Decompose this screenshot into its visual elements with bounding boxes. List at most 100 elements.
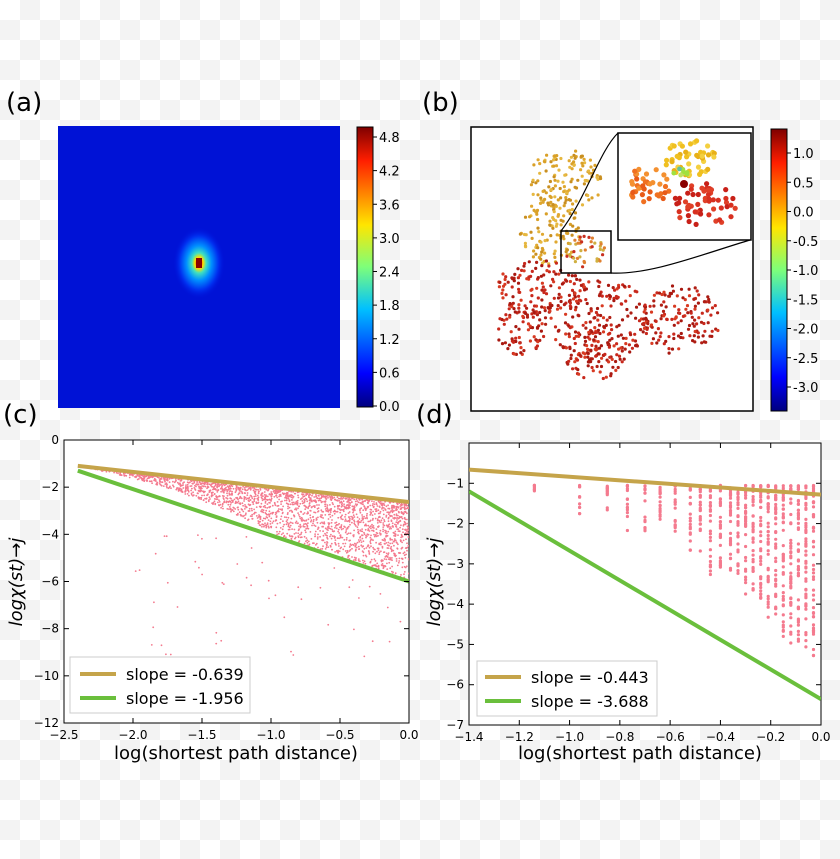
- scatter-point: [688, 522, 692, 527]
- scatter-point: [330, 533, 332, 536]
- scatter-point: [284, 499, 286, 502]
- network-node: [696, 331, 700, 335]
- scatter-point: [299, 526, 302, 529]
- scatter-point: [658, 503, 662, 507]
- scatter-point: [324, 532, 326, 535]
- inset-node: [715, 197, 721, 203]
- scatter-point: [372, 550, 374, 553]
- scatter-point: [774, 517, 778, 521]
- colorbar-a-tick-label: 1.8: [379, 299, 400, 314]
- colorbar-b-tick-label: -0.5: [793, 235, 818, 250]
- scatter-point: [180, 484, 183, 487]
- scatter-point: [354, 500, 357, 503]
- scatter-point: [387, 553, 389, 556]
- scatter-point: [170, 487, 172, 490]
- scatter-point: [751, 567, 755, 571]
- scatter-point: [158, 479, 161, 481]
- inset-node: [646, 196, 652, 202]
- scatter-point: [811, 505, 816, 509]
- scatter-point: [391, 542, 394, 545]
- scatter-point: [385, 542, 388, 544]
- scatter-point: [290, 537, 293, 540]
- scatter-point: [811, 529, 816, 533]
- scatter-point: [198, 496, 201, 499]
- scatter-point: [207, 499, 210, 502]
- scatter-point: [766, 537, 770, 541]
- network-node: [596, 193, 600, 197]
- network-node: [616, 365, 620, 370]
- scatter-point: [364, 517, 367, 520]
- scatter-point: [165, 653, 167, 656]
- scatter-point: [766, 605, 770, 609]
- network-node: [593, 335, 598, 339]
- network-node: [528, 324, 532, 328]
- scatter-point: [259, 515, 262, 518]
- network-node: [609, 304, 613, 308]
- network-node: [567, 335, 572, 339]
- scatter-point: [241, 491, 243, 493]
- scatter-point: [340, 498, 343, 500]
- network-node: [498, 280, 502, 284]
- colorbar-a-tick-label: 3.6: [379, 198, 400, 213]
- scatter-point: [718, 526, 723, 530]
- scatter-point: [759, 585, 763, 590]
- scatter-point: [289, 494, 292, 497]
- scatter-point: [339, 509, 342, 511]
- scatter-point: [673, 491, 677, 495]
- network-node: [623, 347, 627, 351]
- network-node: [507, 343, 511, 347]
- scatter-point: [202, 490, 204, 493]
- network-node: [629, 333, 633, 337]
- scatter-point: [248, 487, 251, 489]
- scatter-point: [262, 509, 265, 512]
- scatter-point: [330, 498, 333, 500]
- scatter-point: [276, 505, 279, 507]
- scatter-point: [274, 504, 277, 507]
- scatter-point: [365, 524, 368, 527]
- network-node: [548, 306, 552, 310]
- scatter-point: [329, 509, 332, 512]
- network-node: [522, 264, 526, 268]
- scatter-point: [290, 490, 293, 493]
- colorbar-b-tick-label: 0.5: [793, 176, 814, 191]
- scatter-point: [658, 506, 662, 511]
- inset-node: [695, 153, 701, 160]
- scatter-point: [192, 495, 194, 497]
- network-node: [582, 182, 587, 186]
- y-tick-label: −6: [446, 678, 464, 692]
- scatter-point: [708, 529, 713, 533]
- network-node: [540, 264, 544, 268]
- scatter-point: [759, 559, 763, 563]
- network-node: [514, 336, 518, 340]
- network-node: [580, 161, 584, 165]
- scatter-point: [189, 485, 192, 487]
- network-node: [570, 274, 574, 278]
- scatter-point: [353, 522, 356, 525]
- network-node: [536, 296, 540, 300]
- scatter-point: [393, 507, 395, 509]
- scatter-point: [744, 575, 748, 579]
- network-node: [583, 339, 588, 343]
- network-node: [516, 267, 520, 271]
- network-node: [662, 342, 666, 346]
- scatter-point: [353, 506, 356, 509]
- scatter-point: [303, 535, 306, 538]
- scatter-point: [394, 539, 397, 542]
- inset-node: [723, 199, 730, 206]
- inset-node: [674, 201, 680, 207]
- scatter-point: [325, 546, 328, 549]
- scatter-point: [228, 484, 231, 487]
- scatter-point: [796, 499, 801, 503]
- scatter-point: [363, 505, 365, 507]
- scatter-point: [361, 550, 364, 552]
- scatter-point: [216, 498, 219, 500]
- scatter-point: [166, 581, 169, 584]
- scatter-point: [774, 605, 778, 609]
- scatter-point: [387, 517, 390, 520]
- network-node: [614, 359, 618, 364]
- network-node: [579, 283, 584, 287]
- network-node: [643, 303, 647, 307]
- scatter-point: [811, 484, 816, 488]
- scatter-point: [405, 507, 408, 510]
- network-node: [549, 284, 553, 288]
